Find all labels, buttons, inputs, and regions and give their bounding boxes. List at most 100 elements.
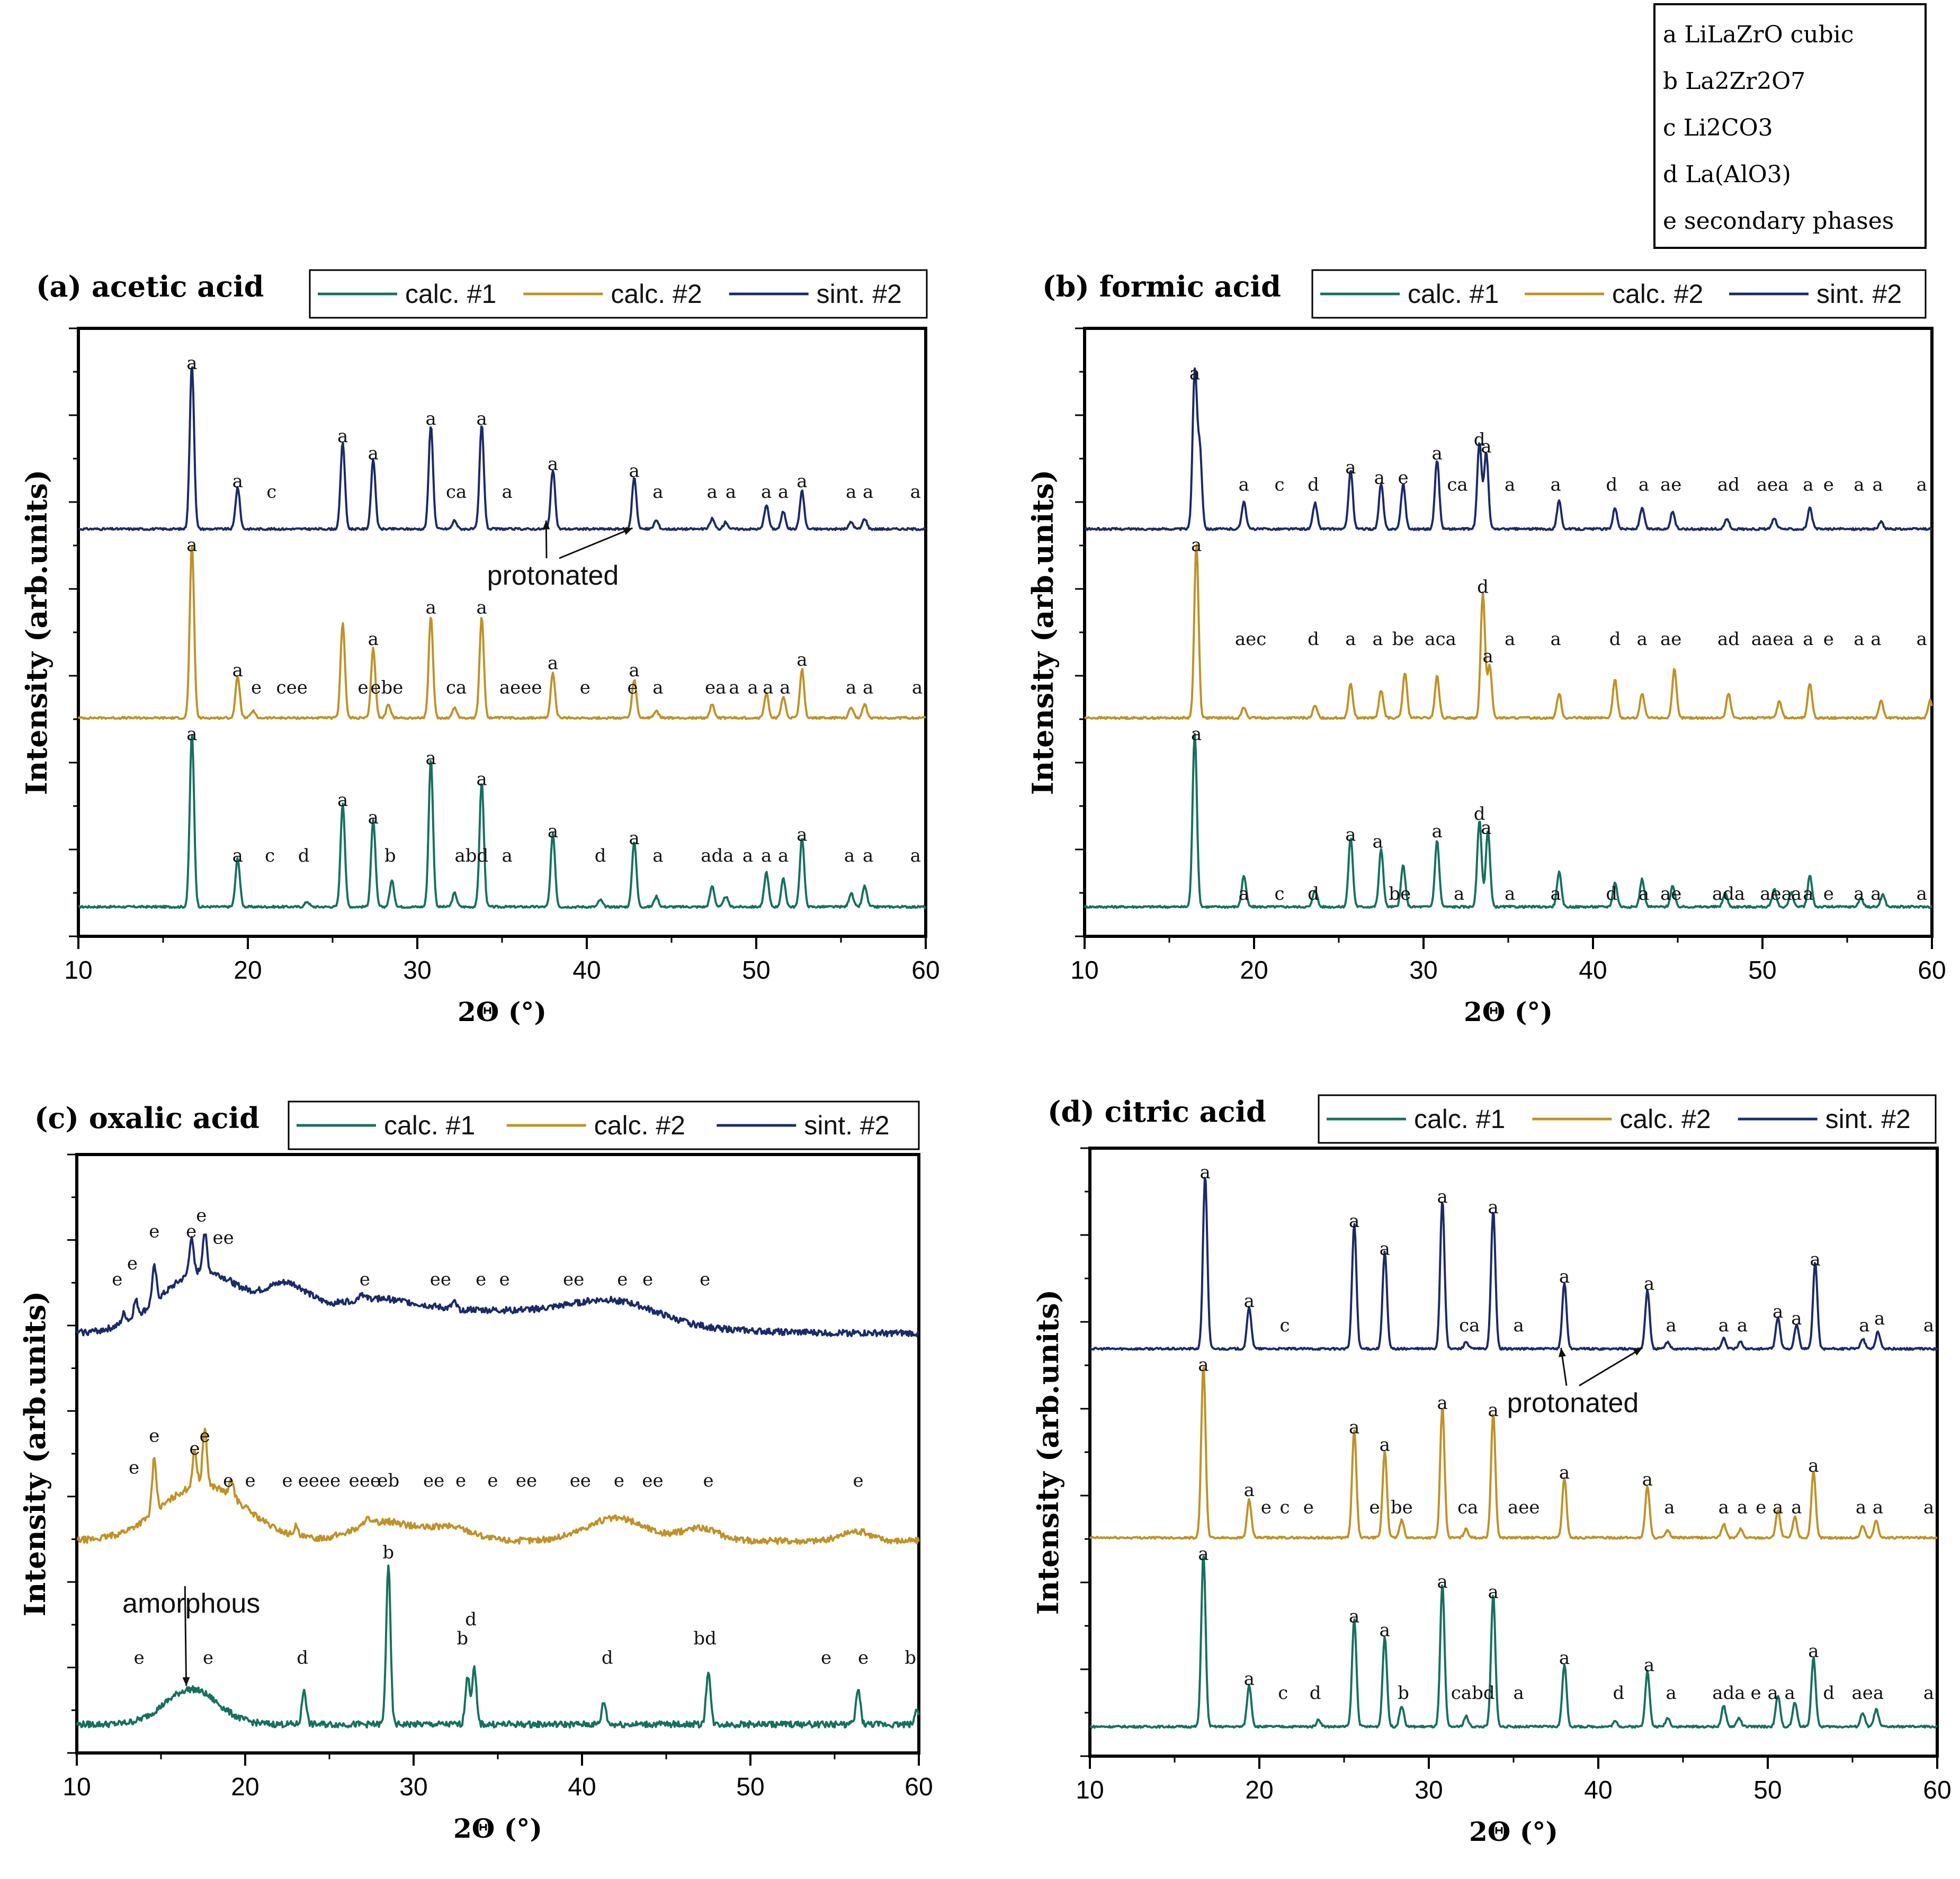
peak-label: d — [1474, 803, 1485, 825]
peak-label: abd — [454, 845, 488, 866]
peak-label: a — [368, 807, 379, 828]
peak-label: ad — [1717, 475, 1740, 496]
x-axis-label: 2Θ (°) — [1469, 1816, 1558, 1847]
peak-label: a — [1856, 1497, 1866, 1518]
peak-label: a — [1872, 475, 1883, 496]
peak-label: a — [1345, 457, 1356, 478]
peak-label: e — [487, 1470, 498, 1491]
series-line-calc-1 — [76, 1564, 920, 1729]
peak-label: a — [1189, 363, 1200, 384]
peak-label: ee — [516, 1470, 537, 1491]
peak-label: eeee — [298, 1470, 341, 1491]
peak-label: a — [863, 481, 873, 503]
peak-label: e — [703, 1470, 713, 1491]
peak-label: a — [1917, 629, 1927, 650]
peak-label: a — [1637, 629, 1648, 650]
x-tick-label: 50 — [1753, 1776, 1782, 1804]
annotation-arrow — [559, 527, 633, 559]
peak-label: e — [853, 1470, 863, 1491]
peak-label: e — [1823, 883, 1834, 905]
peak-label: c — [1274, 883, 1284, 905]
peak-label: a — [846, 677, 856, 699]
peak-label: a — [707, 481, 718, 503]
series-legend: calc. #1 calc. #2 sint. #2 — [288, 1100, 920, 1150]
peak-label: a — [1481, 817, 1491, 838]
peak-label: a — [846, 481, 856, 503]
x-tick-label: 30 — [399, 1773, 427, 1801]
peak-label: a — [796, 649, 807, 670]
x-tick-label: 60 — [1923, 1776, 1951, 1804]
peak-label: a — [1644, 1273, 1654, 1294]
peak-label: cee — [276, 677, 308, 699]
legend-label-calc-1: calc. #1 — [405, 279, 496, 309]
peak-label: e — [360, 1269, 370, 1290]
panel-oxalic-acid: (c) oxalic acid calc. #1 calc. #2 sint. #2 1… — [18, 1100, 933, 1844]
peak-label: aaea — [1751, 629, 1794, 650]
peak-label: a — [1374, 468, 1385, 489]
x-tick-label: 60 — [905, 1773, 933, 1801]
phase-legend-item-a: a LiLaZrO cubic — [1663, 21, 1854, 48]
peak-label: e — [1261, 1497, 1272, 1518]
peak-label: a — [1482, 646, 1493, 667]
peak-label: ee — [430, 1269, 451, 1290]
panel-title: (a) acetic acid — [36, 270, 264, 303]
peak-label: ada — [1712, 1683, 1745, 1704]
peak-label: e — [190, 1438, 200, 1460]
legend-label-calc-1: calc. #1 — [1408, 279, 1499, 309]
peak-label: e — [1303, 1497, 1314, 1518]
peak-label: a — [910, 845, 921, 866]
peak-label: ae — [1660, 629, 1681, 650]
peak-label: a — [1505, 883, 1515, 905]
peak-label: a — [1917, 883, 1927, 905]
peak-label: a — [1191, 535, 1202, 556]
peak-label: d — [1308, 883, 1319, 905]
peak-label: a — [1559, 1462, 1570, 1483]
peak-label: a — [368, 443, 379, 464]
peak-label: a — [780, 677, 790, 699]
legend-label-calc-2: calc. #2 — [594, 1111, 685, 1140]
legend-label-sint-2: sint. #2 — [1825, 1104, 1911, 1134]
peak-label: e — [700, 1269, 710, 1290]
peak-label: a — [1854, 883, 1864, 905]
peak-label: a — [1810, 1249, 1820, 1270]
peak-label: a — [368, 629, 379, 650]
peak-label: a — [1244, 1669, 1255, 1690]
peak-label: be — [1392, 629, 1415, 650]
peak-label: a — [726, 481, 736, 503]
peak-label: a — [1372, 629, 1383, 650]
peak-label: a — [1244, 1291, 1255, 1312]
series-line-calc-2 — [1089, 1366, 1938, 1540]
peak-label: b — [384, 845, 396, 866]
peak-label: a — [652, 481, 663, 503]
y-axis-label: Intensity (arb.units) — [1026, 470, 1060, 795]
legend-label-sint-2: sint. #2 — [1816, 279, 1902, 309]
peak-label: aca — [1425, 629, 1456, 650]
peak-label: a — [1198, 1543, 1209, 1564]
peak-label: a — [1639, 475, 1649, 496]
peak-label: a — [763, 677, 773, 699]
peak-label: ee — [570, 1470, 591, 1491]
peak-label: b — [905, 1647, 916, 1668]
peak-label: a — [548, 653, 558, 674]
peak-label: d — [1477, 576, 1489, 597]
peak-label: a — [1349, 1211, 1359, 1232]
peak-label: e — [617, 1269, 628, 1290]
peak-label: eee — [349, 1470, 381, 1491]
peak-label: ee — [563, 1269, 584, 1290]
annotation-label: amorphous — [122, 1588, 260, 1619]
peak-label: ca — [1447, 475, 1467, 496]
x-tick-label: 40 — [1579, 956, 1607, 985]
peak-label: a — [629, 460, 639, 481]
peak-label: a — [1642, 1469, 1653, 1490]
peak-label: a — [548, 821, 558, 842]
legend-label-calc-2: calc. #2 — [1612, 279, 1703, 309]
peak-label: a — [1917, 475, 1927, 496]
peak-label: a — [1454, 883, 1464, 905]
peak-label: a — [502, 481, 512, 503]
peak-label: a — [1854, 629, 1864, 650]
annotation-arrow — [184, 1586, 187, 1686]
peak-label: a — [1854, 475, 1864, 496]
peak-label: e — [203, 1647, 213, 1668]
peak-label: a — [476, 408, 487, 430]
